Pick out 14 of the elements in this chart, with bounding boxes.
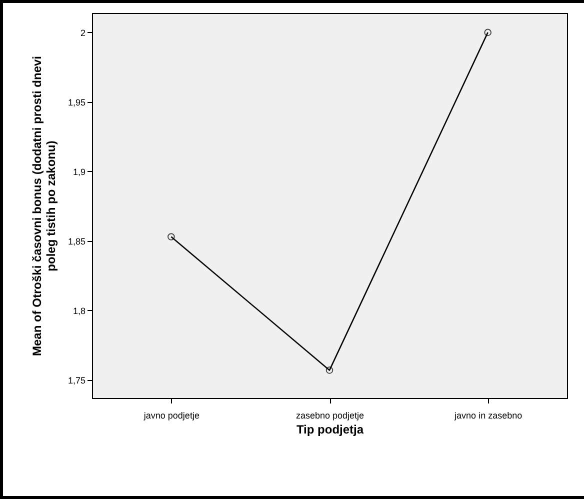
y-tick-label: 1,9: [72, 166, 86, 177]
point: [484, 28, 492, 36]
x-axis-title: Tip podjetja: [296, 422, 364, 436]
y-tick-label: 1,85: [68, 236, 86, 246]
y-tick-label: 2: [80, 28, 86, 38]
y-tick-label: 1,75: [68, 375, 86, 386]
x-tick-label: javno in zasebno: [454, 410, 522, 420]
x-tick-label: zasebno podjetje: [296, 410, 364, 420]
point: [326, 366, 334, 374]
y-axis-title: Mean of Otroški časovni bonus (dodatni prosti dnevi poleg tistih po zakonu): [30, 56, 58, 356]
x-tick-label: javno podjetje: [142, 410, 200, 420]
point: [168, 233, 175, 240]
y-tick-label: 1,95: [68, 97, 86, 108]
y-tick-label: 1,8: [72, 306, 86, 316]
